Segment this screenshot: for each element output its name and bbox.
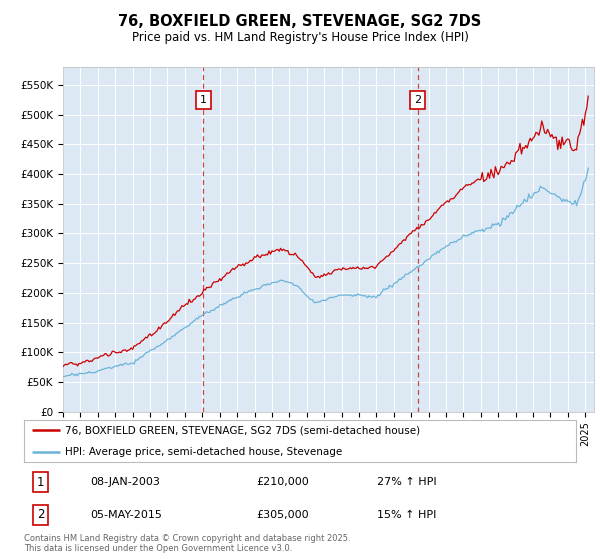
Text: 27% ↑ HPI: 27% ↑ HPI <box>377 477 437 487</box>
Text: 1: 1 <box>200 95 206 105</box>
Text: 15% ↑ HPI: 15% ↑ HPI <box>377 510 437 520</box>
Text: Contains HM Land Registry data © Crown copyright and database right 2025.
This d: Contains HM Land Registry data © Crown c… <box>24 534 350 553</box>
Text: HPI: Average price, semi-detached house, Stevenage: HPI: Average price, semi-detached house,… <box>65 447 343 457</box>
Text: 2: 2 <box>37 508 44 521</box>
Text: 1: 1 <box>37 476 44 489</box>
Text: 2: 2 <box>414 95 421 105</box>
Text: 76, BOXFIELD GREEN, STEVENAGE, SG2 7DS (semi-detached house): 76, BOXFIELD GREEN, STEVENAGE, SG2 7DS (… <box>65 425 421 435</box>
Text: 08-JAN-2003: 08-JAN-2003 <box>90 477 160 487</box>
Text: £210,000: £210,000 <box>256 477 308 487</box>
Text: Price paid vs. HM Land Registry's House Price Index (HPI): Price paid vs. HM Land Registry's House … <box>131 31 469 44</box>
Text: £305,000: £305,000 <box>256 510 308 520</box>
Text: 76, BOXFIELD GREEN, STEVENAGE, SG2 7DS: 76, BOXFIELD GREEN, STEVENAGE, SG2 7DS <box>118 14 482 29</box>
Text: 05-MAY-2015: 05-MAY-2015 <box>90 510 162 520</box>
